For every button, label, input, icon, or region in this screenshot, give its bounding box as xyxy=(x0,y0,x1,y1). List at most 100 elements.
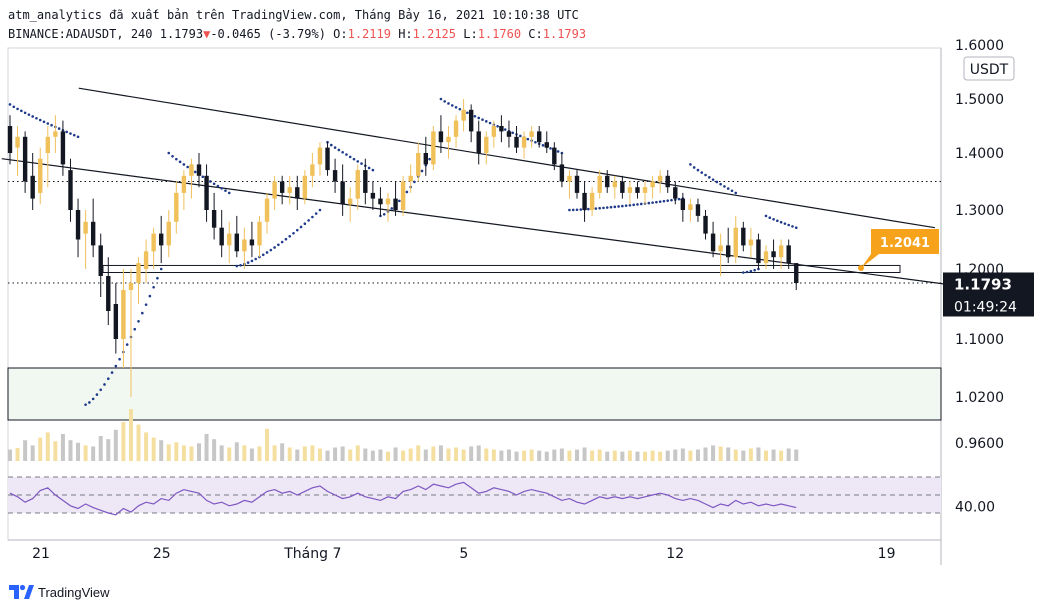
rsi-line[interactable] xyxy=(9,481,797,516)
price-tick-label: 1.1000 xyxy=(955,332,1004,348)
volume-bar xyxy=(60,433,65,461)
channel-upper-line[interactable] xyxy=(78,87,936,229)
volume-bar xyxy=(491,449,496,461)
level-callout[interactable] xyxy=(861,229,939,268)
sar-dot xyxy=(776,219,779,223)
candle-body xyxy=(468,109,474,132)
volume-bar xyxy=(189,446,194,461)
sar-dot xyxy=(454,106,458,109)
sar-dot xyxy=(779,220,783,224)
volume-bar xyxy=(136,424,141,461)
symbol-label[interactable]: BINANCE:ADAUSDT, 240 xyxy=(8,27,153,41)
candle-body xyxy=(514,136,519,148)
volume-bar xyxy=(741,450,746,461)
volume-bar xyxy=(378,449,383,461)
sar-dot xyxy=(450,104,454,107)
volume-bar xyxy=(635,451,640,461)
sar-dot xyxy=(753,268,756,272)
volume-bar xyxy=(83,445,88,461)
volume-bar xyxy=(106,439,111,461)
sar-dot xyxy=(398,199,401,203)
volume-bar xyxy=(733,449,738,461)
sar-dot xyxy=(719,182,722,186)
volume-bar xyxy=(620,451,625,461)
volume-bar xyxy=(53,441,58,461)
sar-dot xyxy=(227,191,231,195)
volume-bar xyxy=(605,451,610,461)
volume-bar xyxy=(68,440,73,461)
sar-dot xyxy=(148,294,152,298)
currency-label: USDT xyxy=(970,62,1009,78)
volume-bar xyxy=(590,450,595,461)
volume-bar xyxy=(280,443,285,461)
volume-bar xyxy=(726,447,731,461)
rsi-tick-label: 40.00 xyxy=(955,500,995,516)
sar-dot xyxy=(458,107,462,111)
volume-bar xyxy=(665,450,670,461)
sar-dot xyxy=(382,212,386,216)
candle-body xyxy=(113,304,119,339)
callout-anchor-dot xyxy=(858,265,864,271)
currency-badge[interactable] xyxy=(963,56,1015,81)
sar-dot xyxy=(288,234,292,238)
price-tag-box[interactable] xyxy=(943,272,1034,317)
candle-body xyxy=(136,263,141,283)
price-tick-label: 0.9600 xyxy=(955,436,1004,452)
sar-dot xyxy=(277,243,280,247)
candle-body xyxy=(491,126,497,137)
sar-dot xyxy=(484,120,488,123)
volume-bar xyxy=(673,449,678,461)
volume-bar xyxy=(98,436,103,461)
sar-dot xyxy=(261,253,265,257)
candle-body xyxy=(393,198,398,210)
tradingview-logo[interactable]: TradingView xyxy=(8,584,110,600)
volume-bar xyxy=(627,450,632,461)
candle-body xyxy=(748,239,754,246)
volume-bar xyxy=(461,449,466,461)
sar-dot xyxy=(91,397,95,401)
volume-bar xyxy=(15,448,20,461)
sar-dot xyxy=(330,143,333,147)
candle-body xyxy=(317,147,323,165)
sar-dot xyxy=(38,118,42,122)
channel-lower-line[interactable] xyxy=(1,158,990,291)
sar-dot xyxy=(69,132,72,135)
sar-dot xyxy=(16,107,19,111)
sar-dot xyxy=(723,185,726,188)
volume-bar xyxy=(197,443,201,461)
volume-bar xyxy=(174,442,179,461)
sar-dot xyxy=(167,151,171,155)
resistance-box[interactable] xyxy=(102,264,901,273)
sar-dot xyxy=(579,208,583,211)
sar-dot xyxy=(787,223,790,227)
volume-bar xyxy=(128,409,133,461)
demand-zone[interactable] xyxy=(7,367,942,421)
candle-body xyxy=(204,175,209,210)
sar-dot xyxy=(118,357,121,361)
candle-body xyxy=(620,181,625,193)
sar-dot xyxy=(503,128,507,131)
volume-bar xyxy=(393,447,398,461)
candle-body xyxy=(605,175,610,188)
sar-dot xyxy=(141,311,144,315)
sar-dot xyxy=(443,100,447,103)
sar-dot xyxy=(31,115,34,118)
volume-bar xyxy=(522,450,527,461)
price-change: -0.0465 (-3.79%) xyxy=(210,27,326,41)
candle-body xyxy=(98,245,103,276)
candle-body xyxy=(302,175,308,199)
candle-body xyxy=(370,192,376,199)
volume-bar xyxy=(227,447,232,461)
candle-body xyxy=(453,120,459,137)
volume-bar xyxy=(38,437,43,461)
volume-bar xyxy=(242,445,247,461)
volume-bar xyxy=(408,448,413,461)
candle-body xyxy=(763,251,769,264)
triangle-down-icon: ▼ xyxy=(203,27,211,41)
sar-dot xyxy=(519,134,522,138)
sar-dot xyxy=(598,206,601,210)
candle-body xyxy=(257,221,262,246)
sar-dot xyxy=(367,166,371,170)
volume-bar xyxy=(45,432,50,461)
